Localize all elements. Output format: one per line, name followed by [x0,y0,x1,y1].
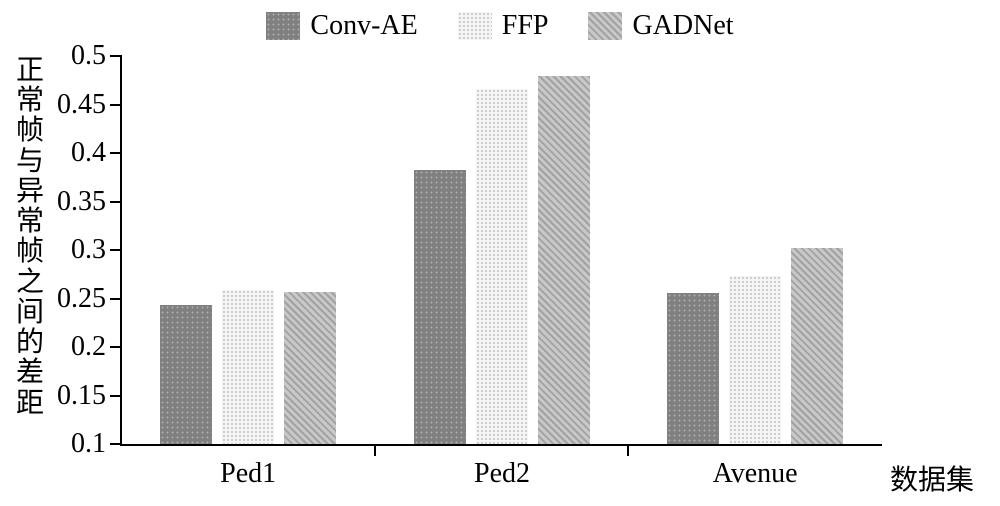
y-tick-label: 0.3 [71,234,122,266]
x-tick [627,444,629,456]
bar-ffp-ped2 [476,89,528,444]
legend-swatch [266,12,300,40]
y-tick-label: 0.15 [57,380,122,412]
y-tick-label: 0.25 [57,283,122,315]
legend-label: GADNet [632,10,733,42]
legend: Conv-AE FFP GADNet [0,10,1000,42]
bar-gadnet-avenue [791,248,843,444]
legend-item-gadnet: GADNet [588,10,733,42]
y-tick-label: 0.5 [71,40,122,72]
legend-item-ffp: FFP [458,10,549,42]
bar-gadnet-ped2 [538,76,590,444]
y-tick-label: 0.35 [57,186,122,218]
legend-item-conv-ae: Conv-AE [266,10,417,42]
bar-ffp-avenue [729,276,781,444]
bar-conv-ae-ped1 [160,305,212,444]
y-tick-label: 0.1 [71,428,122,460]
x-tick-label: Ped2 [474,444,530,490]
y-axis-title: 正常帧与异常帧之间的差距 [14,56,46,419]
legend-label: FFP [502,10,549,42]
y-tick-label: 0.4 [71,137,122,169]
y-tick-label: 0.45 [57,89,122,121]
x-tick-label: Ped1 [220,444,276,490]
x-tick-label: Avenue [713,444,798,490]
plot-area: 0.10.150.20.250.30.350.40.450.5Ped1Ped2A… [120,56,882,446]
y-tick-label: 0.2 [71,331,122,363]
bar-ffp-ped1 [222,290,274,444]
bar-conv-ae-avenue [667,293,719,444]
bar-gadnet-ped1 [284,292,336,444]
legend-label: Conv-AE [310,10,417,42]
x-tick [374,444,376,456]
bar-conv-ae-ped2 [414,170,466,445]
legend-swatch [458,12,492,40]
chart-container: Conv-AEFFPGADNet 正常帧与异常帧之间的差距 0.10.150.2… [0,0,1000,506]
x-axis-title: 数据集 [890,458,974,498]
legend-swatch [588,12,622,40]
